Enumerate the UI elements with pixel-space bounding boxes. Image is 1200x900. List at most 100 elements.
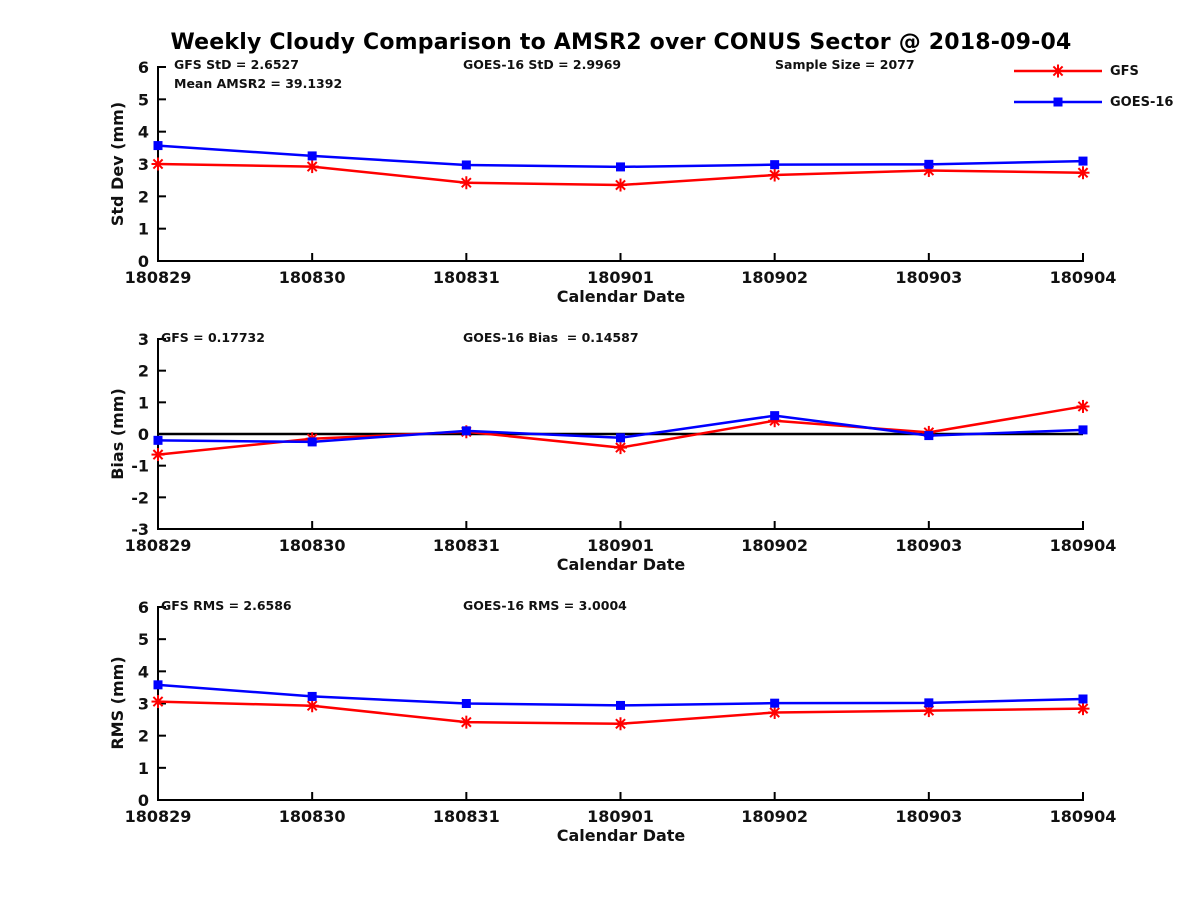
- y-tick-label: 3: [138, 695, 149, 714]
- square-marker: [616, 162, 625, 172]
- x-tick-label: 180904: [1050, 536, 1117, 555]
- x-tick-label: 180831: [433, 807, 500, 826]
- x-tick-label: 180904: [1050, 268, 1117, 287]
- square-marker: [307, 437, 317, 447]
- square-marker: [1078, 425, 1088, 435]
- x-tick-label: 180831: [433, 268, 500, 287]
- xlabel-calendar-date-bottom: Calendar Date: [556, 826, 686, 845]
- asterisk-marker: [614, 178, 627, 192]
- y-tick-label: 5: [138, 90, 149, 109]
- goes-16-series-rms: [153, 680, 1088, 710]
- annotation-mean-amsr2: Mean AMSR2 = 39.1392: [174, 76, 343, 91]
- legend-label-gfs: GFS: [1110, 63, 1139, 79]
- subplot-rms: 0 1 2 3 4 5 6 180829 180830 180831 180901 180902 180…: [125, 598, 1117, 826]
- y-tick-label: 5: [138, 630, 149, 649]
- asterisk-marker: [614, 717, 627, 731]
- asterisk-marker: [614, 441, 627, 455]
- asterisk-marker: [1051, 64, 1065, 78]
- annotation-gfs-bias: GFS = 0.17732: [161, 330, 265, 345]
- square-marker: [770, 698, 780, 708]
- axes-bias: -3 -2 -1 0 1 2 3 180829 180830 180831 180901 180902…: [125, 330, 1117, 555]
- y-tick-label: 0: [138, 791, 149, 810]
- asterisk-marker: [459, 715, 473, 729]
- y-tick-label: -3: [131, 520, 149, 539]
- asterisk-marker: [1076, 702, 1090, 716]
- xlabel-calendar-date-middle: Calendar Date: [556, 555, 686, 574]
- x-tick-label: 180831: [433, 536, 500, 555]
- x-tick-label: 180829: [125, 807, 192, 826]
- y-tick-label: -1: [131, 457, 149, 476]
- annotation-goes16-rms: GOES-16 RMS = 3.0004: [463, 598, 627, 613]
- subplot-std-dev: 0 1 2 3 4 5 6 180829 180830 180831 180901 180902 180…: [125, 58, 1117, 287]
- axes-rms: 0 1 2 3 4 5 6 180829 180830 180831 180901 180902 180…: [125, 598, 1117, 826]
- x-tick-label: 180903: [895, 536, 962, 555]
- x-tick-label: 180902: [741, 807, 808, 826]
- square-marker: [307, 691, 317, 701]
- square-marker: [924, 698, 934, 708]
- y-tick-label: -2: [131, 488, 149, 507]
- goes16-square-line-icon: [1014, 97, 1102, 107]
- square-marker: [461, 160, 471, 170]
- y-tick-label: 1: [138, 393, 149, 412]
- asterisk-marker: [151, 448, 165, 462]
- asterisk-marker: [1076, 166, 1090, 180]
- y-tick-label: 0: [138, 425, 149, 444]
- subplot-bias: -3 -2 -1 0 1 2 3 180829 180830 180831 180901 180902…: [125, 330, 1117, 555]
- x-tick-label: 180903: [895, 807, 962, 826]
- x-tick-label: 180904: [1050, 807, 1117, 826]
- y-tick-label: 3: [138, 155, 149, 174]
- square-marker: [461, 426, 471, 436]
- asterisk-marker: [305, 160, 319, 174]
- x-tick-label: 180829: [125, 536, 192, 555]
- gfs-series-std-dev: [151, 157, 1090, 192]
- figure-title: Weekly Cloudy Comparison to AMSR2 over C…: [170, 30, 1072, 55]
- asterisk-marker: [305, 699, 319, 713]
- asterisk-marker: [1076, 399, 1090, 413]
- ylabel-rms: RMS (mm): [108, 656, 127, 750]
- square-marker: [924, 431, 934, 441]
- annotation-gfs-rms: GFS RMS = 2.6586: [161, 598, 292, 613]
- square-marker: [770, 160, 780, 170]
- annotation-sample-size: Sample Size = 2077: [775, 57, 915, 72]
- y-tick-label: 2: [138, 727, 149, 746]
- square-marker: [153, 435, 163, 445]
- x-tick-label: 180903: [895, 268, 962, 287]
- goes-16-series-std-dev: [153, 141, 1088, 172]
- legend-entry-gfs: GFS: [1012, 62, 1173, 80]
- x-tick-label: 180902: [741, 268, 808, 287]
- xlabel-calendar-date-top: Calendar Date: [556, 287, 686, 306]
- y-tick-label: 4: [138, 123, 149, 142]
- square-marker: [307, 151, 317, 161]
- axes-std-dev: 0 1 2 3 4 5 6 180829 180830 180831 180901 180902 180…: [125, 58, 1117, 287]
- asterisk-marker: [151, 157, 165, 171]
- square-marker: [1078, 156, 1088, 166]
- x-tick-label: 180830: [279, 268, 346, 287]
- x-tick-label: 180830: [279, 536, 346, 555]
- square-marker: [153, 141, 163, 151]
- y-tick-label: 1: [138, 759, 149, 778]
- y-tick-label: 3: [138, 330, 149, 349]
- square-marker: [616, 700, 625, 710]
- square-marker: [153, 680, 163, 690]
- legend-label-goes16: GOES-16: [1110, 94, 1174, 110]
- x-tick-label: 180902: [741, 536, 808, 555]
- square-marker: [461, 699, 471, 708]
- asterisk-marker: [459, 176, 473, 190]
- annotation-goes16-std: GOES-16 StD = 2.9969: [463, 57, 622, 72]
- y-tick-label: 1: [138, 220, 149, 239]
- y-tick-label: 4: [138, 662, 149, 681]
- y-tick-label: 2: [138, 362, 149, 381]
- ylabel-std-dev: Std Dev (mm): [108, 101, 127, 227]
- x-tick-label: 180901: [587, 536, 654, 555]
- ylabel-bias: Bias (mm): [108, 388, 127, 480]
- gfs-series-bias: [151, 399, 1090, 462]
- legend: GFS GOES-16: [1012, 62, 1173, 111]
- gfs-asterisk-line-icon: [1014, 64, 1102, 78]
- y-tick-label: 0: [138, 252, 149, 271]
- annotation-gfs-std: GFS StD = 2.6527: [174, 57, 299, 72]
- square-marker: [616, 433, 625, 443]
- y-tick-label: 2: [138, 187, 149, 206]
- y-tick-label: 6: [138, 58, 149, 77]
